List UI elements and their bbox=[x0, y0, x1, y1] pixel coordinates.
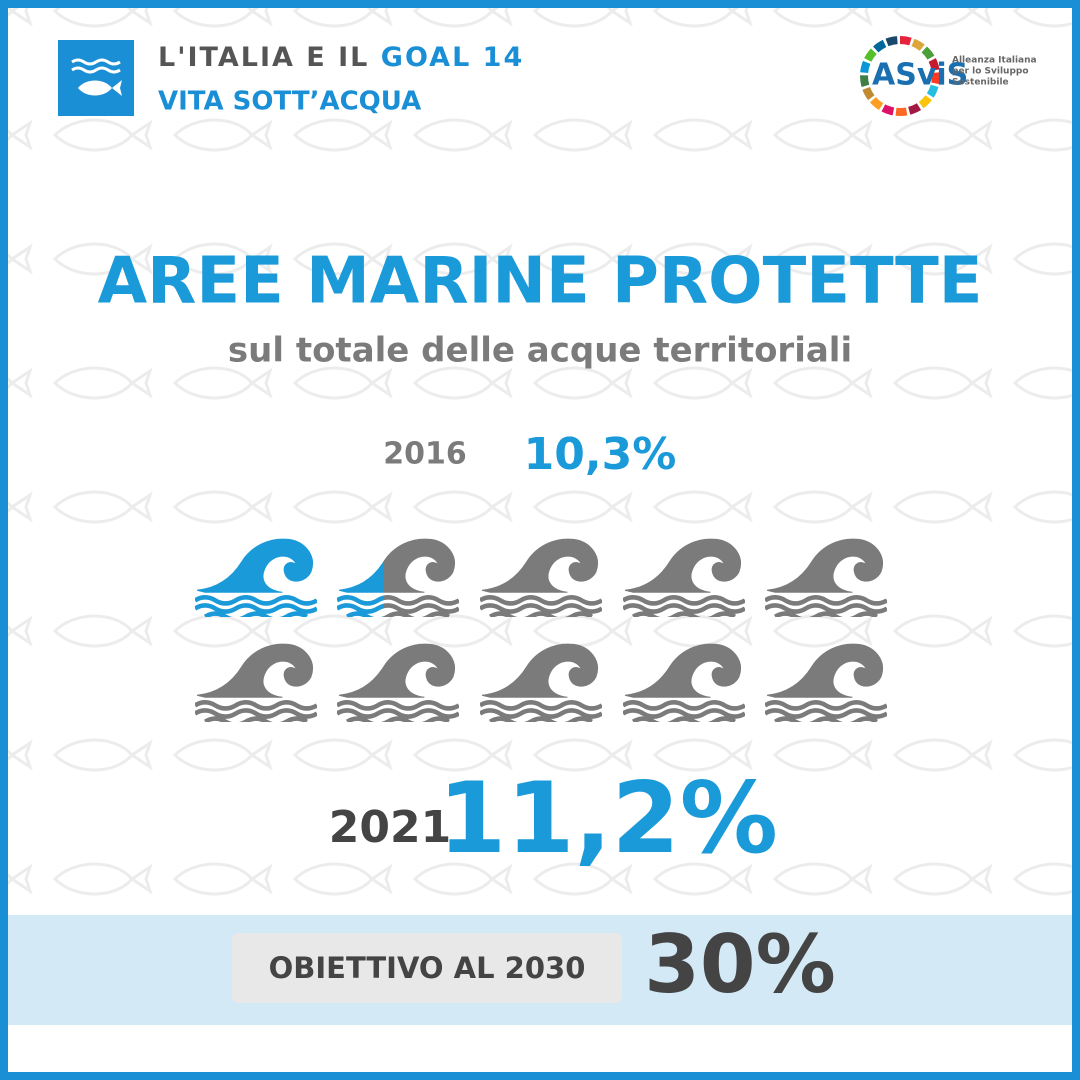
earlier-value: 10,3% bbox=[524, 429, 677, 480]
logo-segment bbox=[908, 103, 922, 115]
logo-segment bbox=[895, 107, 908, 116]
header-subtitle: VITA SOTT’ACQUA bbox=[158, 87, 421, 117]
latest-year: 2021 bbox=[329, 802, 451, 853]
prefix: L'ITALIA E IL bbox=[158, 42, 369, 73]
logo: ASviS Alleanza Italiana per lo Sviluppo … bbox=[860, 36, 1037, 116]
logo-segment bbox=[860, 75, 870, 87]
target-value: 30% bbox=[644, 918, 835, 1011]
logo-segment bbox=[864, 48, 877, 62]
logo-segment bbox=[911, 38, 925, 51]
logo-segment bbox=[928, 58, 940, 71]
logo-segment bbox=[881, 104, 895, 116]
logo-segment bbox=[931, 72, 940, 85]
logo-segment bbox=[921, 46, 935, 60]
target-label: OBIETTIVO AL 2030 bbox=[269, 951, 586, 985]
logo-line: Alleanza Italiana bbox=[952, 56, 1037, 66]
goal: GOAL 14 bbox=[381, 42, 524, 73]
header-prefix: L'ITALIA E IL GOAL 14 bbox=[158, 42, 524, 73]
logo-segment bbox=[885, 36, 898, 47]
logo-segment bbox=[869, 97, 884, 111]
goal-icon bbox=[58, 40, 134, 116]
title: AREE MARINE PROTETTE bbox=[98, 245, 983, 319]
logo-segment bbox=[899, 36, 912, 46]
logo-line: per lo Sviluppo bbox=[952, 67, 1029, 77]
subtitle: sul totale delle acque territoriali bbox=[228, 331, 852, 371]
latest-value: 11,2% bbox=[438, 762, 778, 876]
logo-line: Sostenibile bbox=[952, 78, 1009, 88]
logo-segment bbox=[926, 84, 939, 98]
earlier-year: 2016 bbox=[383, 437, 467, 472]
logo-segment bbox=[862, 86, 875, 101]
logo-segment bbox=[873, 39, 887, 53]
target-box bbox=[232, 933, 622, 1003]
logo-segment bbox=[860, 60, 871, 74]
logo-segment bbox=[918, 95, 932, 109]
logo-name: ASviS bbox=[872, 58, 968, 93]
